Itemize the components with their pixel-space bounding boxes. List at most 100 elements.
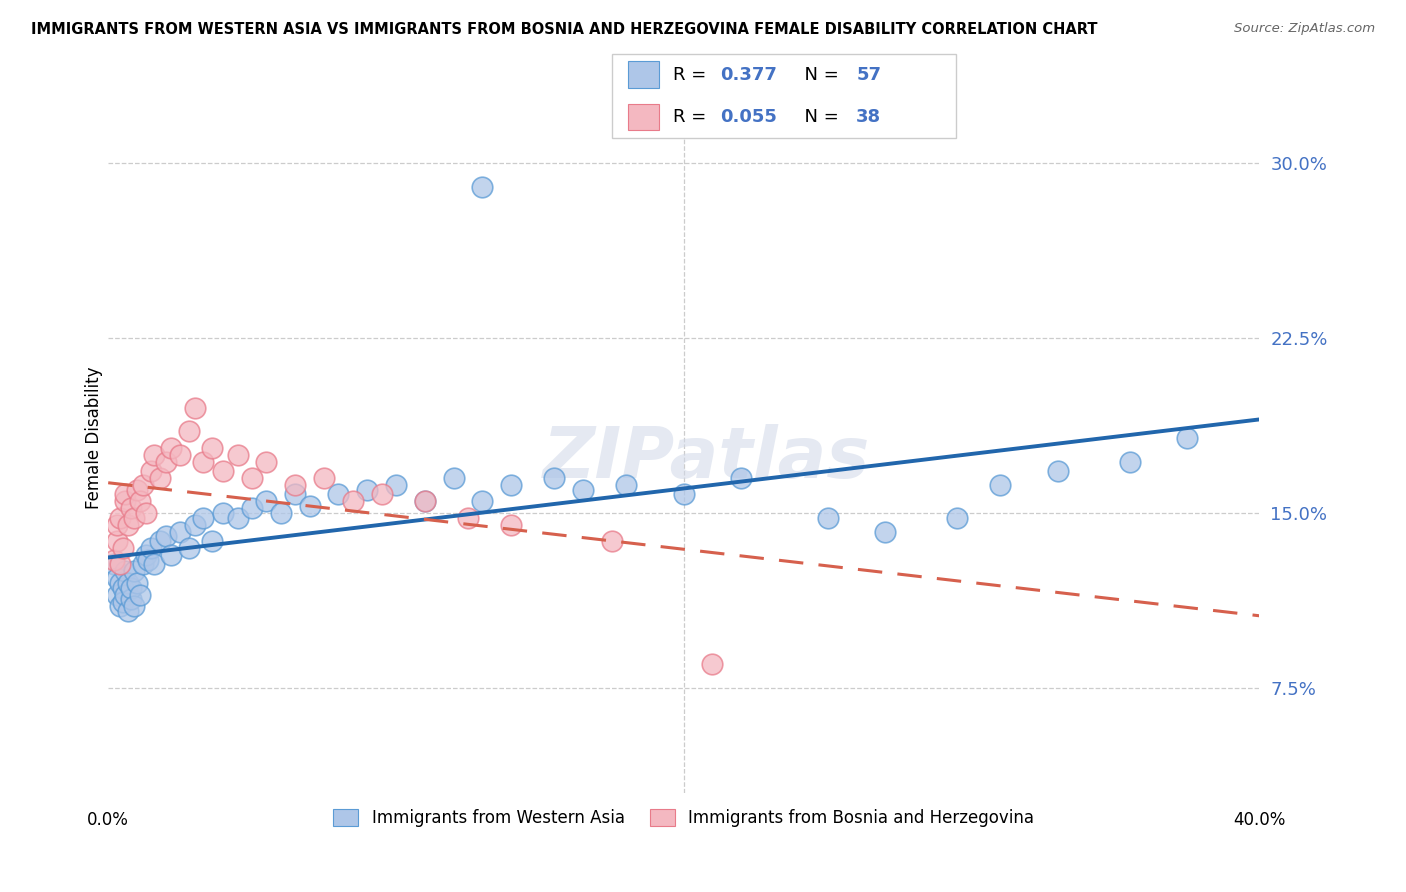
Point (183, 517, 205, 532)
Point (457, 510, 479, 524)
Point (946, 510, 969, 524)
Point (117, 604, 139, 618)
Point (120, 581, 142, 595)
Point (108, 558, 131, 572)
Point (240, 471, 263, 485)
Point (125, 576, 148, 591)
Point (413, 494, 436, 508)
Point (132, 558, 155, 572)
Point (471, 494, 494, 508)
Text: Source: ZipAtlas.com: Source: ZipAtlas.com (1234, 22, 1375, 36)
Point (988, 478, 1011, 492)
Point (284, 478, 307, 492)
Point (471, 179, 494, 194)
Point (256, 455, 278, 469)
Point (342, 494, 364, 508)
Point (183, 401, 205, 416)
Point (135, 548, 157, 562)
Point (108, 576, 131, 591)
Point (160, 548, 183, 562)
Point (356, 483, 378, 497)
Point (120, 501, 142, 516)
Point (443, 471, 465, 485)
Point (212, 506, 235, 520)
Point (543, 471, 565, 485)
Point (135, 506, 157, 520)
Text: IMMIGRANTS FROM WESTERN ASIA VS IMMIGRANTS FROM BOSNIA AND HERZEGOVINA FEMALE DI: IMMIGRANTS FROM WESTERN ASIA VS IMMIGRAN… (31, 22, 1098, 37)
Point (128, 588, 150, 602)
Point (817, 510, 839, 524)
Legend: Immigrants from Western Asia, Immigrants from Bosnia and Herzegovina: Immigrants from Western Asia, Immigrants… (326, 803, 1040, 834)
Point (256, 494, 278, 508)
Text: R =: R = (673, 66, 713, 84)
Point (600, 533, 623, 548)
Point (191, 455, 214, 469)
Point (298, 499, 321, 513)
Point (155, 455, 177, 469)
Point (226, 448, 249, 462)
Point (117, 576, 139, 591)
Point (370, 487, 392, 501)
Point (117, 517, 139, 532)
Point (1119, 455, 1142, 469)
Point (143, 558, 166, 572)
Point (169, 524, 191, 539)
Y-axis label: Female Disability: Female Disability (86, 366, 103, 508)
Point (177, 425, 200, 439)
Point (201, 533, 224, 548)
Point (114, 494, 136, 508)
Point (385, 478, 408, 492)
Point (177, 541, 200, 555)
Point (103, 558, 125, 572)
Text: 0.0%: 0.0% (87, 812, 129, 830)
Point (226, 510, 249, 524)
Point (105, 588, 128, 602)
Point (105, 533, 128, 548)
Text: 38: 38 (856, 108, 882, 126)
Point (1046, 464, 1069, 478)
Point (328, 487, 350, 501)
Point (672, 487, 695, 501)
Point (1175, 432, 1198, 446)
Point (132, 478, 155, 492)
Point (614, 478, 637, 492)
Point (125, 483, 148, 497)
Text: N =: N = (793, 108, 845, 126)
Point (111, 594, 134, 608)
Point (122, 564, 145, 578)
Point (108, 510, 131, 524)
Point (111, 581, 134, 595)
Point (212, 464, 235, 478)
Point (149, 533, 172, 548)
Point (120, 592, 142, 607)
Point (138, 552, 160, 566)
Text: ZIPatlas: ZIPatlas (543, 424, 870, 493)
Point (114, 588, 136, 602)
Point (201, 441, 224, 455)
Point (875, 524, 897, 539)
Point (572, 483, 595, 497)
Point (114, 564, 136, 578)
Point (284, 487, 307, 501)
Point (191, 510, 214, 524)
Point (499, 517, 522, 532)
Point (149, 471, 172, 485)
Point (105, 517, 128, 532)
Point (312, 471, 335, 485)
Point (240, 501, 263, 516)
Point (122, 510, 145, 524)
Point (270, 506, 292, 520)
Point (155, 529, 177, 543)
Point (160, 441, 183, 455)
Point (141, 541, 163, 555)
Point (103, 552, 125, 566)
Text: 57: 57 (856, 66, 882, 84)
Text: N =: N = (793, 66, 845, 84)
Point (702, 657, 724, 672)
Point (730, 471, 752, 485)
Point (128, 494, 150, 508)
Point (141, 464, 163, 478)
Text: R =: R = (673, 108, 713, 126)
Point (143, 448, 166, 462)
Point (413, 494, 436, 508)
